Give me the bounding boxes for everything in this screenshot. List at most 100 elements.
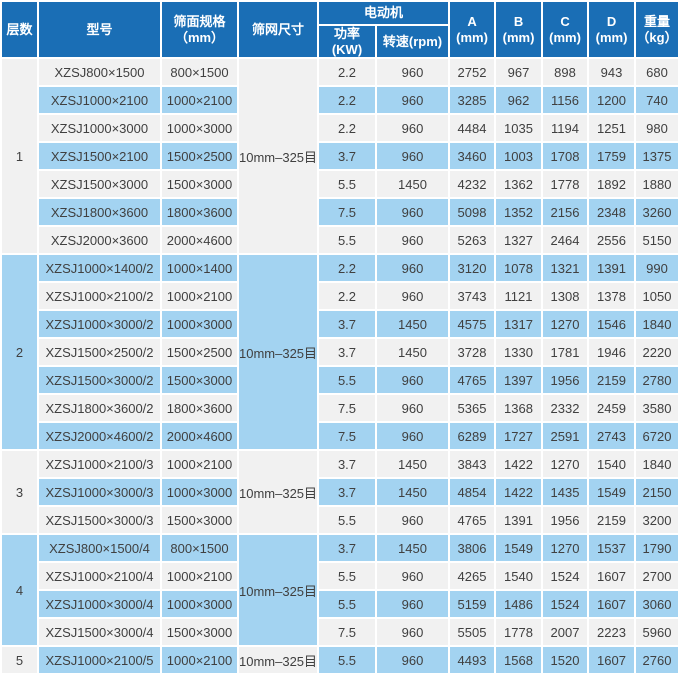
cell-motor-speed: 960 [377,395,449,422]
table-row: XZSJ1500×3000 1500×3000 5.5 1450 4232 1362 177… [2,171,679,198]
cell-model: XZSJ1500×2100 [39,143,160,170]
cell-model: XZSJ1800×3600/2 [39,395,160,422]
header-dim-d: D (mm) [589,2,635,58]
cell-motor-speed: 1450 [377,535,449,562]
header-dim-a: A (mm) [450,2,495,58]
cell-screen-spec: 1800×3600 [162,199,237,226]
cell-screen-spec: 1800×3600 [162,395,237,422]
cell-dim-c: 1520 [543,647,588,674]
cell-motor-speed: 1450 [377,339,449,366]
cell-dim-d: 1251 [589,115,635,142]
cell-model: XZSJ1500×3000 [39,171,160,198]
table-row: XZSJ1500×3000/4 1500×3000 7.5 960 5505 1778 20… [2,619,679,646]
cell-motor-speed: 1450 [377,311,449,338]
cell-dim-a: 5098 [450,199,495,226]
cell-dim-a: 4765 [450,507,495,534]
cell-motor-power: 2.2 [319,87,375,114]
cell-motor-speed: 960 [377,563,449,590]
cell-dim-d: 943 [589,59,635,86]
cell-dim-a: 4493 [450,647,495,674]
cell-motor-speed: 1450 [377,479,449,506]
cell-dim-d: 1759 [589,143,635,170]
cell-dim-c: 2591 [543,423,588,450]
header-model: 型号 [39,2,160,58]
cell-model: XZSJ800×1500/4 [39,535,160,562]
cell-dim-c: 2332 [543,395,588,422]
cell-model: XZSJ1500×3000/2 [39,367,160,394]
cell-dim-d: 2348 [589,199,635,226]
cell-weight: 680 [636,59,679,86]
cell-dim-d: 1946 [589,339,635,366]
cell-motor-power: 2.2 [319,283,375,310]
cell-model: XZSJ2000×3600 [39,227,160,254]
cell-weight: 2760 [636,647,679,674]
cell-screen-spec: 800×1500 [162,59,237,86]
table-row: XZSJ1000×3000/4 1000×3000 5.5 960 5159 1486 15… [2,591,679,618]
table-row: 2 XZSJ1000×1400/2 1000×1400 10mm–325目 2.2 960… [2,255,679,450]
cell-model: XZSJ1000×3000/4 [39,591,160,618]
cell-weight: 1790 [636,535,679,562]
cell-dim-d: 1540 [589,451,635,478]
cell-dim-a: 4765 [450,367,495,394]
cell-motor-power: 7.5 [319,199,375,226]
cell-model: XZSJ1800×3600 [39,199,160,226]
cell-model: XZSJ1500×3000/4 [39,619,160,646]
cell-weight: 2780 [636,367,679,394]
table-row: XZSJ1000×3000 1000×3000 2.2 960 4484 1035 1194… [2,115,679,142]
table-row: 4 XZSJ800×1500/4 800×1500 10mm–325目 3.7 1450 3… [2,535,679,646]
cell-motor-speed: 1450 [377,171,449,198]
cell-dim-a: 4265 [450,563,495,590]
cell-screen-spec: 2000×4600 [162,227,237,254]
cell-motor-speed: 960 [377,647,449,674]
cell-motor-power: 7.5 [319,395,375,422]
cell-screen-spec: 1000×2100 [162,87,237,114]
cell-dim-a: 5159 [450,591,495,618]
cell-dim-c: 1524 [543,563,588,590]
cell-motor-power: 3.7 [319,451,375,478]
cell-dim-c: 1435 [543,479,588,506]
cell-motor-power: 7.5 [319,619,375,646]
table-row: XZSJ1000×2100 1000×2100 2.2 960 3285 962 1156 1… [2,87,679,114]
cell-model: XZSJ1500×2500/2 [39,339,160,366]
table-row: XZSJ1000×3000/3 1000×3000 3.7 1450 4854 1422 1… [2,479,679,506]
cell-dim-a: 3743 [450,283,495,310]
cell-dim-a: 3460 [450,143,495,170]
cell-model: XZSJ1000×2100/3 [39,451,160,478]
cell-motor-power: 3.7 [319,311,375,338]
cell-mesh-size: 10mm–325目 [239,59,317,254]
cell-weight: 1880 [636,171,679,198]
cell-motor-power: 5.5 [319,367,375,394]
cell-dim-d: 1549 [589,479,635,506]
cell-dim-a: 5263 [450,227,495,254]
cell-dim-d: 2159 [589,367,635,394]
cell-screen-spec: 1500×3000 [162,507,237,534]
cell-dim-a: 3728 [450,339,495,366]
cell-model: XZSJ1000×2100 [39,87,160,114]
cell-motor-speed: 960 [377,227,449,254]
cell-model: XZSJ1000×3000 [39,115,160,142]
cell-layers: 4 [2,535,37,646]
table-row: XZSJ2000×3600 2000×4600 5.5 960 5263 1327 2464… [2,227,679,254]
cell-dim-b: 1568 [496,647,542,674]
header-motor-speed: 转速(rpm) [377,26,449,58]
cell-dim-b: 1397 [496,367,542,394]
cell-mesh-size: 10mm–325目 [239,535,317,646]
cell-dim-a: 4575 [450,311,495,338]
cell-dim-c: 2007 [543,619,588,646]
cell-dim-b: 1422 [496,479,542,506]
cell-dim-a: 4854 [450,479,495,506]
cell-dim-d: 2459 [589,395,635,422]
cell-dim-d: 1607 [589,591,635,618]
table-row: XZSJ1500×3000/3 1500×3000 5.5 960 4765 1391 19… [2,507,679,534]
cell-motor-power: 3.7 [319,535,375,562]
cell-dim-d: 2223 [589,619,635,646]
cell-motor-speed: 960 [377,143,449,170]
cell-model: XZSJ1000×3000/2 [39,311,160,338]
cell-motor-power: 5.5 [319,507,375,534]
cell-motor-speed: 960 [377,507,449,534]
cell-screen-spec: 1500×2500 [162,339,237,366]
cell-weight: 740 [636,87,679,114]
cell-motor-speed: 960 [377,255,449,282]
cell-weight: 5150 [636,227,679,254]
cell-layers: 2 [2,255,37,450]
